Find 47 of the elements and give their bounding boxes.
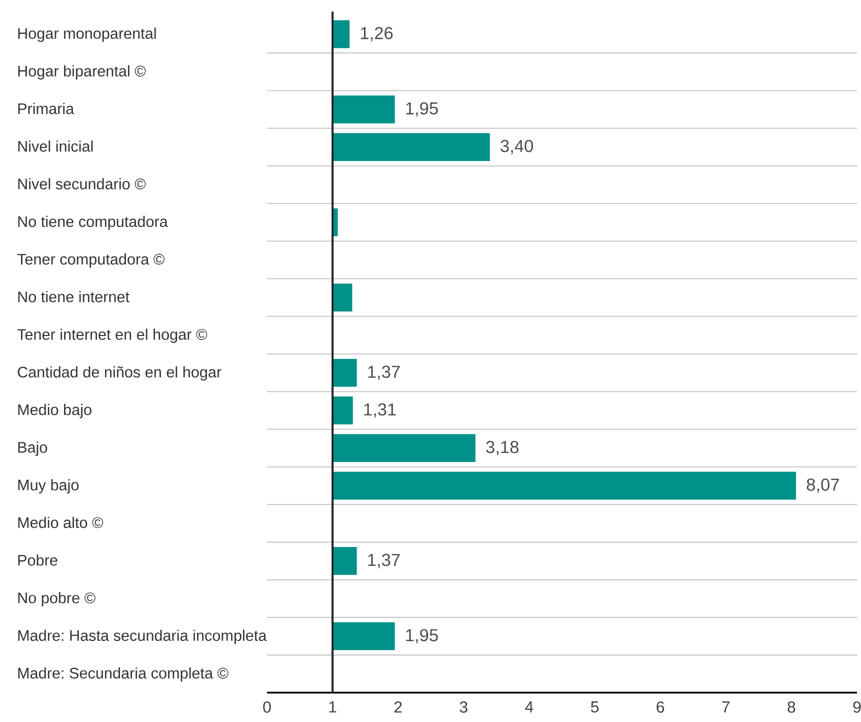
y-tick-label: No pobre © — [18, 592, 96, 606]
bar — [332, 20, 350, 48]
y-tick-label: Hogar biparental © — [18, 65, 146, 80]
data-label: 1,95 — [406, 629, 438, 644]
bar — [332, 434, 476, 462]
y-tick-label: Madre: Hasta secundaria incompleta — [18, 630, 267, 644]
x-tick-label: 9 — [853, 701, 861, 713]
y-tick-label: Bajo — [18, 442, 48, 456]
y-tick-label: Pobre — [18, 554, 58, 566]
data-label: 1,95 — [406, 102, 438, 117]
bar — [332, 622, 395, 650]
y-tick-label: Cantidad de niños en el hogar — [18, 366, 222, 381]
data-label: 8,07 — [806, 478, 839, 493]
bar — [332, 472, 796, 500]
y-tick-label: Madre: Secundaria completa © — [18, 667, 228, 682]
y-tick-label: Tener internet en el hogar © — [17, 328, 208, 343]
x-tick-label: 7 — [722, 701, 730, 712]
data-label: 1,37 — [368, 554, 400, 568]
y-tick-label: Nivel secundario © — [18, 178, 146, 190]
x-tick-label: 3 — [460, 701, 468, 713]
y-tick-label: Medio bajo — [18, 404, 92, 418]
bar — [332, 396, 353, 424]
y-tick-label: Tener computadora © — [17, 253, 164, 268]
data-label: 1,37 — [368, 366, 400, 380]
data-label: 3,18 — [486, 440, 518, 456]
bar — [332, 95, 395, 124]
y-tick-label: No tiene computadora — [18, 216, 168, 230]
x-tick-label: 2 — [394, 701, 402, 713]
x-tick-label: 5 — [590, 701, 599, 713]
y-tick-label: No tiene internet — [18, 291, 130, 302]
bar — [332, 284, 352, 312]
x-tick-label: 6 — [656, 701, 664, 713]
x-tick-label: 8 — [788, 701, 796, 713]
bar — [332, 547, 357, 575]
x-tick-label: 0 — [263, 701, 271, 713]
data-label: 1,31 — [364, 403, 396, 418]
x-tick-label: 1 — [329, 701, 336, 712]
data-label: 3,40 — [500, 140, 533, 154]
y-tick-label: Nivel inicial — [18, 140, 93, 152]
x-tick-label: 4 — [525, 701, 534, 712]
y-tick-label: Muy bajo — [18, 479, 79, 494]
data-label: 1,26 — [360, 26, 393, 42]
bar — [332, 358, 357, 387]
bar — [332, 133, 490, 161]
y-tick-label: Medio alto © — [18, 516, 104, 528]
y-tick-label: Hogar monoparental — [18, 28, 156, 42]
y-tick-label: Primaria — [18, 102, 74, 114]
